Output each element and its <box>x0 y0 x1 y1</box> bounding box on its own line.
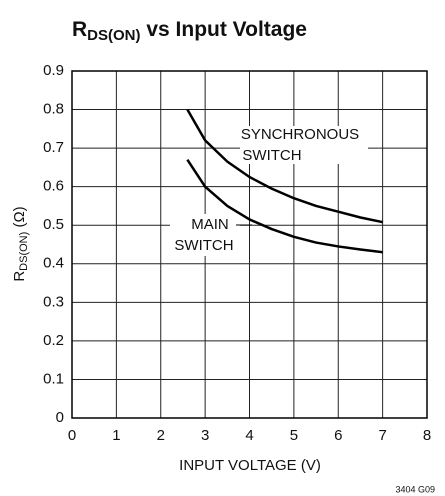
line-series <box>186 158 383 254</box>
y-tick-label: 0.2 <box>43 332 64 349</box>
y-tick-label: 0.4 <box>43 255 64 272</box>
annotation-bg <box>170 214 240 256</box>
x-axis-label: INPUT VOLTAGE (V) <box>179 457 321 474</box>
annotation: SYNCHRONOUS <box>241 126 359 143</box>
x-tick-label: 6 <box>334 427 342 444</box>
plot-frame <box>71 70 428 419</box>
y-tick-label: 0.6 <box>43 178 64 195</box>
x-tick-label: 0 <box>68 427 76 444</box>
annotation: MAIN <box>191 216 229 233</box>
y-tick-label: 0 <box>56 409 64 426</box>
y-tick-label: 0.3 <box>43 293 64 310</box>
y-tick-label: 0.7 <box>43 139 64 156</box>
annotation-bg <box>240 126 368 164</box>
x-tick-label: 7 <box>378 427 386 444</box>
x-tick-label: 2 <box>157 427 165 444</box>
x-tick-label: 3 <box>201 427 209 444</box>
line-series <box>186 108 383 224</box>
y-tick-label: 0.9 <box>43 62 64 79</box>
ylabel-part: R <box>11 271 28 282</box>
title-part: R <box>72 18 87 41</box>
y-axis-label: RDS(ON) (Ω) <box>11 206 30 281</box>
title-subscript: DS(ON) <box>87 27 140 44</box>
footnote: 3404 G09 <box>395 484 435 494</box>
y-tick-label: 0.5 <box>43 216 64 233</box>
x-tick-label: 4 <box>245 427 253 444</box>
y-tick-label: 0.8 <box>43 101 64 118</box>
chart-title: RDS(ON) vs Input Voltage <box>72 18 307 44</box>
x-tick-label: 5 <box>290 427 298 444</box>
title-part: vs Input Voltage <box>141 18 307 41</box>
x-tick-label: 8 <box>423 427 431 444</box>
annotation: SWITCH <box>174 237 233 254</box>
y-tick-label: 0.1 <box>43 370 64 387</box>
annotation: SWITCH <box>242 147 301 164</box>
x-tick-label: 1 <box>112 427 120 444</box>
ylabel-subscript: DS(ON) <box>18 232 30 271</box>
ylabel-part: (Ω) <box>11 206 28 231</box>
